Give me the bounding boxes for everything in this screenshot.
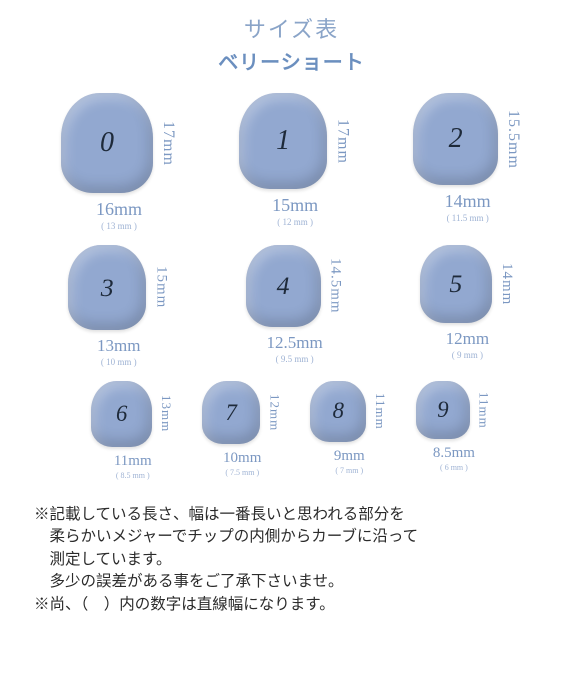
nail-shape: 8 [310, 381, 366, 442]
page-title: サイズ表 [0, 0, 583, 44]
size-cell: 6 13mm 11mm( 8.5 mm ) [91, 381, 174, 480]
nail-shape: 6 [91, 381, 152, 447]
inner-width-label: ( 7 mm ) [335, 466, 363, 475]
width-label: 10mm [223, 450, 261, 467]
note-line: 柔らかいメジャーでチップの内側からカーブに沿って [34, 526, 549, 548]
inner-width-label: ( 6 mm ) [440, 463, 468, 472]
width-label: 12.5mm [267, 333, 323, 353]
height-label: 14.5mm [327, 258, 344, 314]
inner-width-label: ( 9.5 mm ) [276, 354, 314, 364]
height-label: 11mm [476, 392, 492, 429]
nail-wrap: 2 15.5mm [413, 93, 522, 185]
height-label: 17mm [333, 119, 351, 164]
nail-shape: 5 [420, 245, 492, 323]
width-label: 9mm [334, 448, 365, 465]
size-grid: 017mm16mm( 13 mm )117mm15mm( 12 mm )215.… [0, 93, 583, 480]
size-row: 613mm11mm( 8.5 mm )712mm10mm( 7.5 mm )81… [30, 381, 553, 480]
height-label: 12mm [266, 394, 282, 431]
note-line: 多少の誤差がある事をご了承下さいませ。 [34, 571, 549, 593]
size-cell: 9 11mm8.5mm( 6 mm ) [416, 381, 491, 480]
inner-width-label: ( 13 mm ) [101, 221, 137, 231]
width-label: 12mm [446, 329, 489, 349]
nail-shape: 0 [61, 93, 153, 193]
nail-wrap: 5 14mm [420, 245, 515, 323]
nail-shape: 3 [68, 245, 146, 330]
size-row: 3 15mm 13mm( 10 mm ) 4 14.5mm 12.5mm( 9.5 mm … [30, 245, 553, 367]
nail-wrap: 4 14.5mm [246, 245, 344, 327]
nail-wrap: 0 17mm [61, 93, 177, 193]
height-label: 14mm [498, 263, 515, 305]
nail-shape: 9 [416, 381, 469, 439]
inner-width-label: ( 10 mm ) [101, 357, 137, 367]
size-cell: 3 15mm 13mm( 10 mm ) [68, 245, 169, 367]
inner-width-label: ( 12 mm ) [277, 217, 313, 227]
note-line: 測定しています。 [34, 549, 549, 571]
nail-wrap: 3 15mm [68, 245, 169, 330]
nail-wrap: 7 12mm [202, 381, 282, 444]
nail-shape: 1 [239, 93, 327, 189]
nail-wrap: 8 11mm [310, 381, 388, 442]
note-line: ※尚、（ ）内の数字は直線幅になります。 [34, 594, 549, 616]
nail-wrap: 1 17mm [239, 93, 351, 189]
size-cell: 5 14mm 12mm( 9 mm ) [420, 245, 515, 367]
nail-shape: 7 [202, 381, 260, 444]
size-cell: 2 15.5mm 14mm( 11.5 mm ) [413, 93, 522, 231]
height-label: 11mm [372, 393, 388, 430]
height-label: 17mm [159, 121, 177, 166]
height-label: 15mm [152, 266, 169, 308]
width-label: 16mm [96, 199, 142, 220]
nail-shape: 4 [246, 245, 321, 327]
size-cell: 7 12mm 10mm( 7.5 mm ) [202, 381, 282, 480]
size-cell: 4 14.5mm 12.5mm( 9.5 mm ) [246, 245, 344, 367]
inner-width-label: ( 11.5 mm ) [447, 213, 489, 223]
width-label: 14mm [445, 191, 491, 212]
width-label: 8.5mm [433, 445, 475, 462]
note-line: ※記載している長さ、幅は一番長いと思われる部分を [34, 504, 549, 526]
width-label: 15mm [272, 195, 318, 216]
page-subtitle: ベリーショート [0, 46, 583, 75]
size-cell: 8 11mm 9mm( 7 mm ) [310, 381, 388, 480]
nail-shape: 2 [413, 93, 498, 185]
nail-wrap: 9 11mm [416, 381, 491, 439]
inner-width-label: ( 8.5 mm ) [116, 471, 150, 480]
inner-width-label: ( 9 mm ) [452, 350, 483, 360]
notes-block: ※記載している長さ、幅は一番長いと思われる部分を 柔らかいメジャーでチップの内側… [0, 494, 583, 616]
width-label: 13mm [97, 336, 140, 356]
size-cell: 0 17mm 16mm( 13 mm ) [61, 93, 177, 231]
height-label: 13mm [158, 395, 174, 432]
width-label: 11mm [114, 453, 152, 470]
size-cell: 1 17mm 15mm( 12 mm ) [239, 93, 351, 231]
size-row: 0 17mm 16mm( 13 mm ) 1 17mm 15mm( 12 mm ) 2 15.… [30, 93, 553, 231]
inner-width-label: ( 7.5 mm ) [225, 468, 259, 477]
nail-wrap: 6 13mm [91, 381, 174, 447]
height-label: 15.5mm [504, 110, 522, 169]
